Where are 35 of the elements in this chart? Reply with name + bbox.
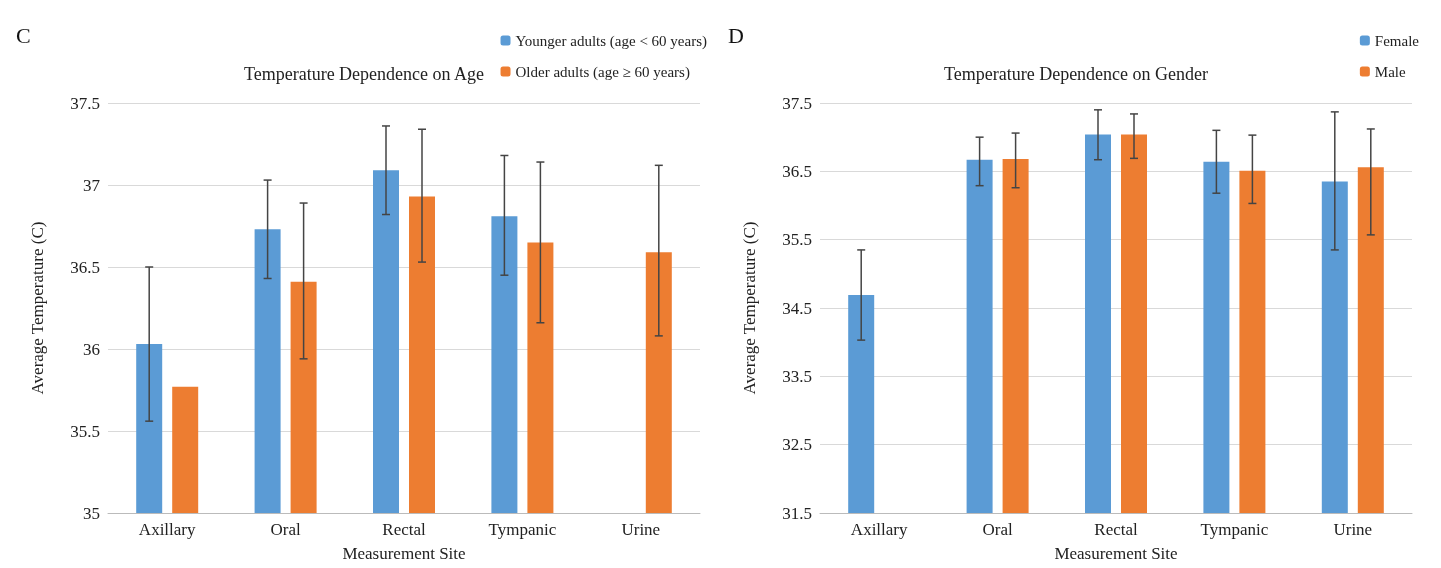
- y-tick-label: 32.5: [782, 435, 812, 455]
- y-tick-label: 31.5: [782, 503, 812, 523]
- x-axis-title: Measurement Site: [342, 544, 466, 563]
- y-tick-label: 36.5: [782, 161, 812, 181]
- x-tick-label: Axillary: [138, 520, 197, 539]
- y-tick-label: 37.5: [70, 93, 100, 113]
- chart-title: Temperature Dependence on Gender: [943, 64, 1209, 84]
- x-tick-label: Urine: [1333, 520, 1373, 539]
- y-tick-label: 37: [83, 175, 101, 195]
- legend-label: Male: [1374, 63, 1407, 80]
- y-tick-label: 35: [83, 503, 100, 523]
- y-tick-label: 36.5: [70, 257, 100, 277]
- x-tick-label: Urine: [621, 520, 661, 539]
- y-tick-label: 35.5: [782, 230, 812, 250]
- y-tick-label: 37.5: [782, 93, 812, 113]
- y-axis-title: Average Temperature (C): [28, 221, 47, 395]
- y-tick-label: 36: [83, 339, 100, 359]
- x-tick-label: Oral: [982, 520, 1013, 539]
- text: C: [16, 22, 31, 48]
- y-axis-title: Average Temperature (C): [740, 221, 759, 395]
- y-tick-label: 34.5: [782, 298, 812, 318]
- x-axis-title: Measurement Site: [1054, 544, 1178, 563]
- chart-title: Temperature Dependence on Age: [243, 64, 485, 84]
- legend-label: Female: [1374, 32, 1420, 49]
- text: D: [728, 22, 744, 48]
- x-tick-label: Rectal: [382, 520, 426, 539]
- x-tick-label: Axillary: [850, 520, 909, 539]
- legend-label: Younger adults (age < 60 years): [515, 32, 708, 50]
- x-tick-label: Oral: [270, 520, 301, 539]
- x-tick-label: Tympanic: [488, 520, 557, 539]
- y-tick-label: 33.5: [782, 366, 812, 386]
- x-tick-label: Rectal: [1094, 520, 1138, 539]
- y-tick-label: 35.5: [70, 421, 100, 441]
- legend-label: Older adults (age ≥ 60 years): [515, 63, 690, 81]
- x-tick-label: Tympanic: [1200, 520, 1269, 539]
